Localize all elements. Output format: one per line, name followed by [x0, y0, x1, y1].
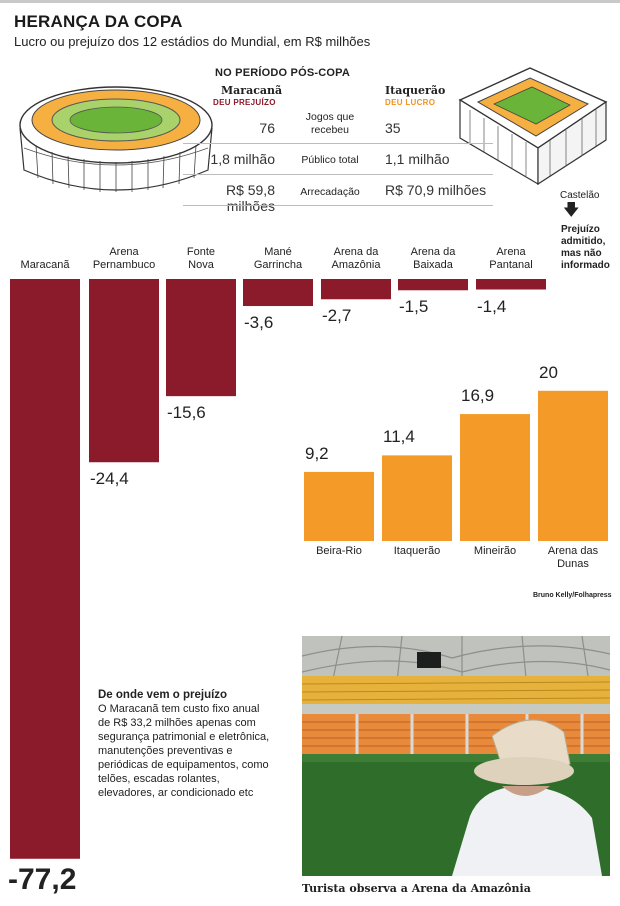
comparison-row-games-left: 76: [259, 120, 275, 136]
explanation-heading: De onde vem o prejuízo: [98, 689, 228, 701]
bar-1: [89, 279, 159, 463]
page-subtitle: Lucro ou prejuízo dos 12 estádios do Mun…: [14, 34, 371, 49]
bar-4: [321, 279, 391, 300]
category-label-line: Pantanal: [489, 259, 533, 271]
category-label-line: Arena da: [410, 246, 456, 258]
category-label: Arena das Dunas: [533, 545, 613, 571]
down-arrow-icon: 🡇: [563, 202, 580, 219]
category-label: Arena da Baixada: [393, 246, 473, 272]
category-label-line: Itaquerão: [393, 545, 441, 557]
comparison-divider: [183, 143, 493, 144]
maracana-stadium-illustration: [19, 86, 213, 192]
page-title: HERANÇA DA COPA: [14, 12, 183, 31]
comparison-row-audience-right: 1,1 milhão: [385, 151, 450, 167]
comparison-row-audience-metric: Público total: [301, 154, 359, 166]
comparison-left-tag: DEU PREJUÍZO: [213, 98, 276, 107]
category-label-line: Pernambuco: [92, 259, 156, 271]
explanation-body: O Maracanã tem custo fixo anual de R$ 33…: [98, 703, 270, 799]
bar-0: [10, 279, 80, 859]
bar-value-label: 20: [539, 362, 558, 382]
category-label: Arena Pantanal: [471, 246, 551, 272]
comparison-right-name: Itaquerão: [385, 84, 446, 97]
category-label: Maracanã: [5, 259, 85, 272]
bar-value-label: -24,4: [90, 469, 129, 489]
bar-value-label: 9,2: [305, 443, 329, 463]
castelao-label: Castelão: [560, 190, 600, 201]
bar-5: [398, 279, 468, 291]
bar-value-label: -1,4: [477, 296, 507, 316]
castelao-note: Prejuízo admitido, mas não informado: [561, 224, 610, 271]
category-label-line: Arena das: [547, 545, 599, 557]
category-label-line: Beira-Rio: [316, 545, 362, 557]
comparison-row-audience-left: 1,8 milhão: [210, 151, 275, 167]
arena-photo: [302, 636, 610, 876]
category-label: Fonte Nova: [161, 246, 241, 272]
bar-value-label: 16,9: [461, 386, 495, 406]
category-label-line: Garrincha: [253, 259, 303, 271]
category-label-line: Arena: [109, 246, 139, 258]
comparison-row-revenue-left: R$ 59,8 milhões: [225, 182, 275, 214]
bar-3: [243, 279, 313, 307]
bar-2: [166, 279, 236, 397]
comparison-right-tag: DEU LUCRO: [385, 98, 436, 107]
bar-value-label: -77,2: [8, 862, 77, 896]
bar-10: [538, 390, 608, 541]
category-label-line: Mané: [264, 246, 292, 258]
comparison-heading: NO PERÍODO PÓS-COPA: [215, 67, 350, 79]
itaquerao-stadium-illustration: [458, 67, 608, 186]
bar-value-label: 11,4: [383, 427, 415, 447]
category-label-line: Nova: [188, 259, 214, 271]
category-label-line: Fonte: [186, 246, 216, 258]
bar-value-label: -1,5: [399, 297, 429, 317]
photo-caption: Turista observa a Arena da Amazônia: [302, 882, 531, 895]
bar-8: [382, 455, 452, 541]
category-label-line: Arena: [496, 246, 526, 258]
explanation-box: De onde vem o prejuízo O Maracanã tem cu…: [98, 688, 273, 800]
category-label-line: Mineirão: [473, 545, 517, 557]
category-label: Arena da Amazônia: [316, 246, 396, 272]
category-label-line: Baixada: [413, 259, 453, 271]
category-label-line: Amazônia: [331, 259, 381, 271]
category-label-line: Dunas: [557, 558, 589, 570]
comparison-row-games-metric: Jogos que recebeu: [305, 111, 355, 136]
top-rule: [0, 0, 620, 3]
category-label: Mineirão: [455, 545, 535, 558]
bar-value-label: -3,6: [244, 313, 274, 333]
comparison-row-revenue-metric: Arrecadação: [300, 186, 360, 198]
comparison-divider: [183, 205, 493, 206]
comparison-row-games-right: 35: [385, 120, 401, 136]
bar-value-label: -15,6: [167, 403, 206, 423]
bar-6: [476, 279, 546, 290]
category-label-line: Maracanã: [20, 259, 70, 271]
category-label: Beira-Rio: [299, 545, 379, 558]
comparison-divider: [183, 174, 493, 175]
bar-7: [304, 471, 374, 541]
bar-9: [460, 414, 530, 541]
category-label-line: Arena da: [333, 246, 379, 258]
category-label: Arena Pernambuco: [84, 246, 164, 272]
category-label: Mané Garrincha: [238, 246, 318, 272]
bar-value-label: -2,7: [322, 306, 352, 326]
photo-credit: Bruno Kelly/Folhapress: [533, 592, 612, 599]
comparison-left-name: Maracanã: [221, 84, 283, 97]
category-label: Itaquerão: [377, 545, 457, 558]
comparison-row-revenue-right: R$ 70,9 milhões: [385, 182, 487, 198]
